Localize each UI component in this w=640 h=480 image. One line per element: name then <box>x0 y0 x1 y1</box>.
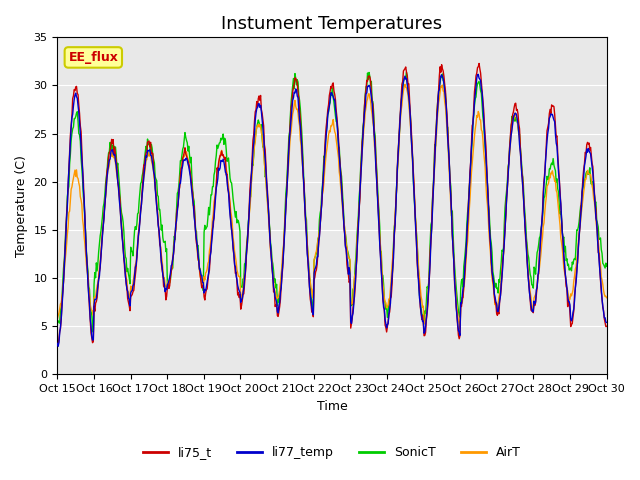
Legend: li75_t, li77_temp, SonicT, AirT: li75_t, li77_temp, SonicT, AirT <box>138 441 526 464</box>
Text: EE_flux: EE_flux <box>68 51 118 64</box>
X-axis label: Time: Time <box>317 400 348 413</box>
Title: Instument Temperatures: Instument Temperatures <box>221 15 443 33</box>
Y-axis label: Temperature (C): Temperature (C) <box>15 155 28 257</box>
